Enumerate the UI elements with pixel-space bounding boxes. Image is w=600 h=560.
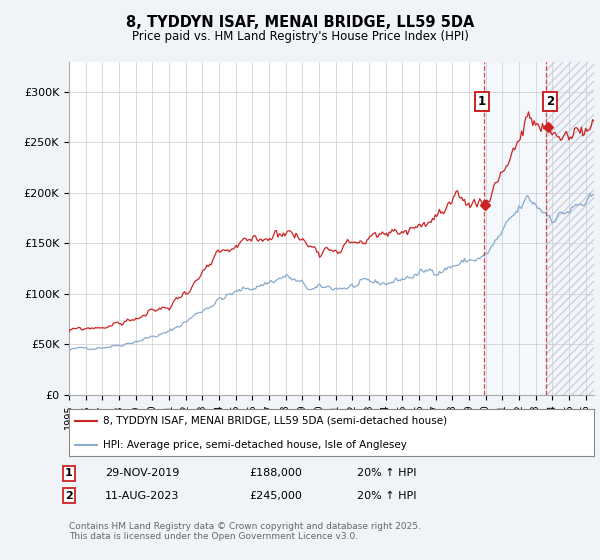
Bar [546, 62, 594, 395]
Text: Contains HM Land Registry data © Crown copyright and database right 2025.
This d: Contains HM Land Registry data © Crown c… [69, 522, 421, 542]
Text: 20% ↑ HPI: 20% ↑ HPI [357, 491, 416, 501]
Text: £245,000: £245,000 [249, 491, 302, 501]
Text: 29-NOV-2019: 29-NOV-2019 [105, 468, 179, 478]
Bar [484, 62, 546, 395]
Text: 11-AUG-2023: 11-AUG-2023 [105, 491, 179, 501]
Text: Price paid vs. HM Land Registry's House Price Index (HPI): Price paid vs. HM Land Registry's House … [131, 30, 469, 43]
Text: £188,000: £188,000 [249, 468, 302, 478]
Text: 8, TYDDYN ISAF, MENAI BRIDGE, LL59 5DA: 8, TYDDYN ISAF, MENAI BRIDGE, LL59 5DA [126, 15, 474, 30]
Bar [546, 62, 594, 395]
Text: 2: 2 [65, 491, 73, 501]
Text: 8, TYDDYN ISAF, MENAI BRIDGE, LL59 5DA (semi-detached house): 8, TYDDYN ISAF, MENAI BRIDGE, LL59 5DA (… [103, 416, 447, 426]
Text: HPI: Average price, semi-detached house, Isle of Anglesey: HPI: Average price, semi-detached house,… [103, 440, 407, 450]
Text: 1: 1 [65, 468, 73, 478]
Text: 1: 1 [478, 95, 486, 108]
Text: 20% ↑ HPI: 20% ↑ HPI [357, 468, 416, 478]
Text: 2: 2 [546, 95, 554, 108]
